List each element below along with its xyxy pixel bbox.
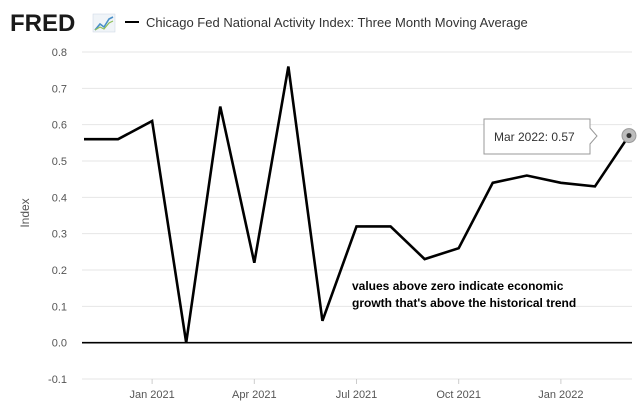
x-tick-label: Jan 2021 bbox=[129, 389, 174, 401]
x-tick-label: Oct 2021 bbox=[436, 389, 481, 401]
y-tick-label: 0.6 bbox=[52, 120, 67, 132]
y-tick-label: 0.0 bbox=[52, 338, 67, 350]
annotation-line-1: values above zero indicate economic bbox=[352, 279, 564, 293]
y-tick-label: 0.3 bbox=[52, 229, 67, 241]
y-tick-label: 0.1 bbox=[52, 301, 67, 313]
y-tick-label: -0.1 bbox=[48, 374, 67, 386]
annotation: values above zero indicate economic grow… bbox=[352, 279, 576, 310]
header: FRED Chicago Fed National Activity Index… bbox=[10, 10, 528, 37]
series-layer bbox=[84, 66, 637, 343]
data-point bbox=[626, 133, 632, 139]
tooltip-text: Mar 2022: 0.57 bbox=[494, 130, 575, 144]
x-tick-label: Apr 2021 bbox=[232, 389, 277, 401]
series-line bbox=[84, 66, 631, 343]
grid-lines bbox=[82, 51, 632, 380]
y-tick-labels: -0.1 0.0 0.1 0.2 0.3 0.4 0.5 0.6 0.7 0.8 bbox=[48, 47, 67, 386]
tooltip-box bbox=[483, 118, 598, 155]
fred-graph-icon bbox=[92, 13, 116, 33]
y-tick-label: 0.8 bbox=[52, 47, 67, 59]
y-tick-label: 0.7 bbox=[52, 83, 67, 95]
series-title: Chicago Fed National Activity Index: Thr… bbox=[146, 15, 528, 30]
y-tick-label: 0.2 bbox=[52, 265, 67, 277]
y-tick-label: 0.5 bbox=[52, 156, 67, 168]
fred-logo[interactable]: FRED bbox=[10, 10, 75, 37]
y-tick-label: 0.4 bbox=[52, 192, 67, 204]
x-tick-label: Jul 2021 bbox=[336, 389, 378, 401]
x-tick-label: Jan 2022 bbox=[538, 389, 583, 401]
y-axis-label: Index bbox=[18, 198, 32, 227]
tooltip: Mar 2022: 0.57 bbox=[483, 118, 598, 155]
annotation-line-2: growth that's above the historical trend bbox=[352, 296, 576, 310]
x-tick-labels: Jan 2021 Apr 2021 Jul 2021 Oct 2021 Jan 2022 bbox=[129, 379, 584, 401]
